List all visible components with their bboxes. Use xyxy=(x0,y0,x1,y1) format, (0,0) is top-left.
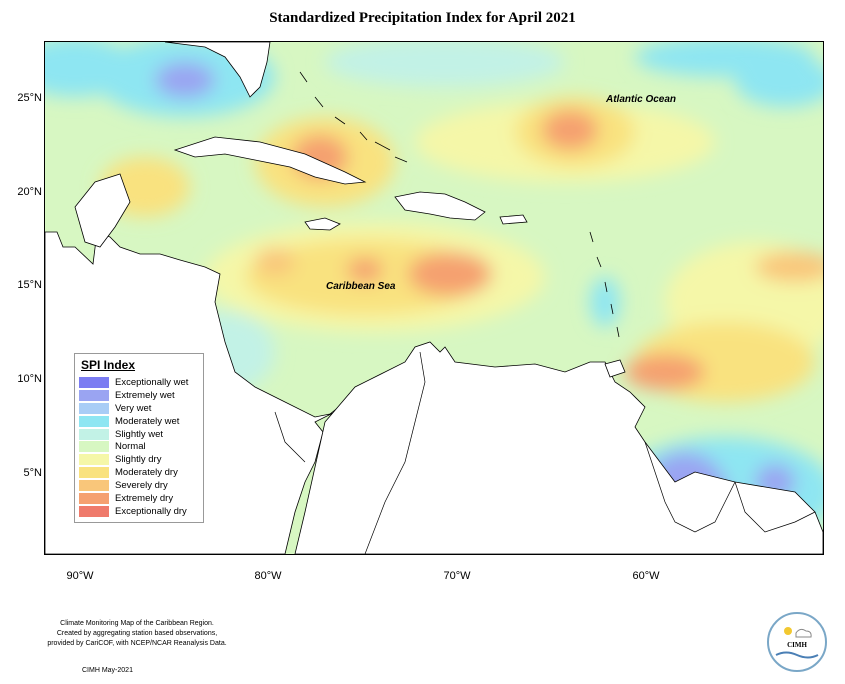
legend-swatch xyxy=(79,454,109,466)
footer-note: Climate Monitoring Map of the Caribbean … xyxy=(32,619,242,649)
logo-text: CIMH xyxy=(787,641,807,649)
puerto-rico-island xyxy=(499,214,528,225)
legend-title: SPI Index xyxy=(81,358,136,372)
x-tick-label: 60°W xyxy=(632,570,660,582)
florida-land xyxy=(164,42,271,98)
cimh-logo-icon: CIMH xyxy=(767,612,827,672)
legend-label: Slightly dry xyxy=(115,454,162,466)
hispaniola-island xyxy=(394,191,486,221)
legend-label: Severely dry xyxy=(115,480,168,492)
legend-entry: Moderately dry xyxy=(79,466,199,479)
legend-swatch xyxy=(79,376,109,388)
legend-entry: Very wet xyxy=(79,402,199,415)
legend-entry: Exceptionally wet xyxy=(79,376,199,389)
legend-label: Exceptionally dry xyxy=(115,505,187,517)
legend-entry: Exceptionally dry xyxy=(79,505,199,518)
footer-line: Climate Monitoring Map of the Caribbean … xyxy=(60,620,214,627)
legend-entry: Extremely wet xyxy=(79,389,199,402)
jamaica-island xyxy=(304,217,341,231)
legend-label: Slightly wet xyxy=(115,428,164,440)
y-tick-label: 15°N xyxy=(17,279,42,291)
legend-entry: Slightly wet xyxy=(79,428,199,441)
legend-swatch xyxy=(79,492,109,504)
legend-label: Very wet xyxy=(115,402,152,414)
x-tick-label: 70°W xyxy=(443,570,471,582)
legend-swatch xyxy=(79,389,109,401)
footer-date: CIMH May-2021 xyxy=(82,667,133,674)
legend-label: Moderately dry xyxy=(115,467,178,479)
legend-label: Extremely dry xyxy=(115,492,174,504)
legend-entry: Normal xyxy=(79,440,199,453)
spi-legend: SPI Index Exceptionally wet Extremely wet… xyxy=(74,353,204,523)
y-tick-label: 25°N xyxy=(17,92,42,104)
legend-swatch xyxy=(79,467,109,479)
legend-swatch xyxy=(79,441,109,453)
legend-entry: Severely dry xyxy=(79,479,199,492)
country-borders xyxy=(274,351,816,554)
footer-line: provided by CariCOF, with NCEP/NCAR Rean… xyxy=(47,640,227,647)
y-tick-label: 5°N xyxy=(23,467,42,479)
cimh-logo: CIMH xyxy=(766,611,828,673)
legend-entry: Moderately wet xyxy=(79,415,199,428)
trinidad-island xyxy=(604,359,626,378)
atlantic-ocean-label: Atlantic Ocean xyxy=(606,94,677,105)
spi-anomaly-field xyxy=(45,42,823,552)
x-tick-label: 80°W xyxy=(254,570,282,582)
legend-swatch xyxy=(79,505,109,517)
legend-entry: Slightly dry xyxy=(79,453,199,466)
x-tick-label: 90°W xyxy=(66,570,94,582)
legend-label: Exceptionally wet xyxy=(115,376,189,388)
y-tick-label: 10°N xyxy=(17,373,42,385)
legend-swatch xyxy=(79,480,109,492)
legend-swatch xyxy=(79,415,109,427)
legend-label: Moderately wet xyxy=(115,415,180,427)
legend-entry: Extremely dry xyxy=(79,492,199,505)
bahamas-islands xyxy=(299,71,408,163)
lesser-antilles xyxy=(589,231,620,338)
legend-swatch xyxy=(79,428,109,440)
map-title: Standardized Precipitation Index for Apr… xyxy=(269,10,576,26)
legend-swatch xyxy=(79,402,109,414)
legend-label: Normal xyxy=(115,441,146,453)
yucatan-land xyxy=(74,173,131,248)
legend-label: Extremely wet xyxy=(115,389,175,401)
caribbean-sea-label: Caribbean Sea xyxy=(326,281,396,292)
legend-entries: Exceptionally wet Extremely wet Very wet Mo… xyxy=(79,376,199,518)
y-tick-label: 20°N xyxy=(17,186,42,198)
footer-line: Created by aggregating station based obs… xyxy=(56,630,218,637)
cuba-island xyxy=(173,136,367,185)
